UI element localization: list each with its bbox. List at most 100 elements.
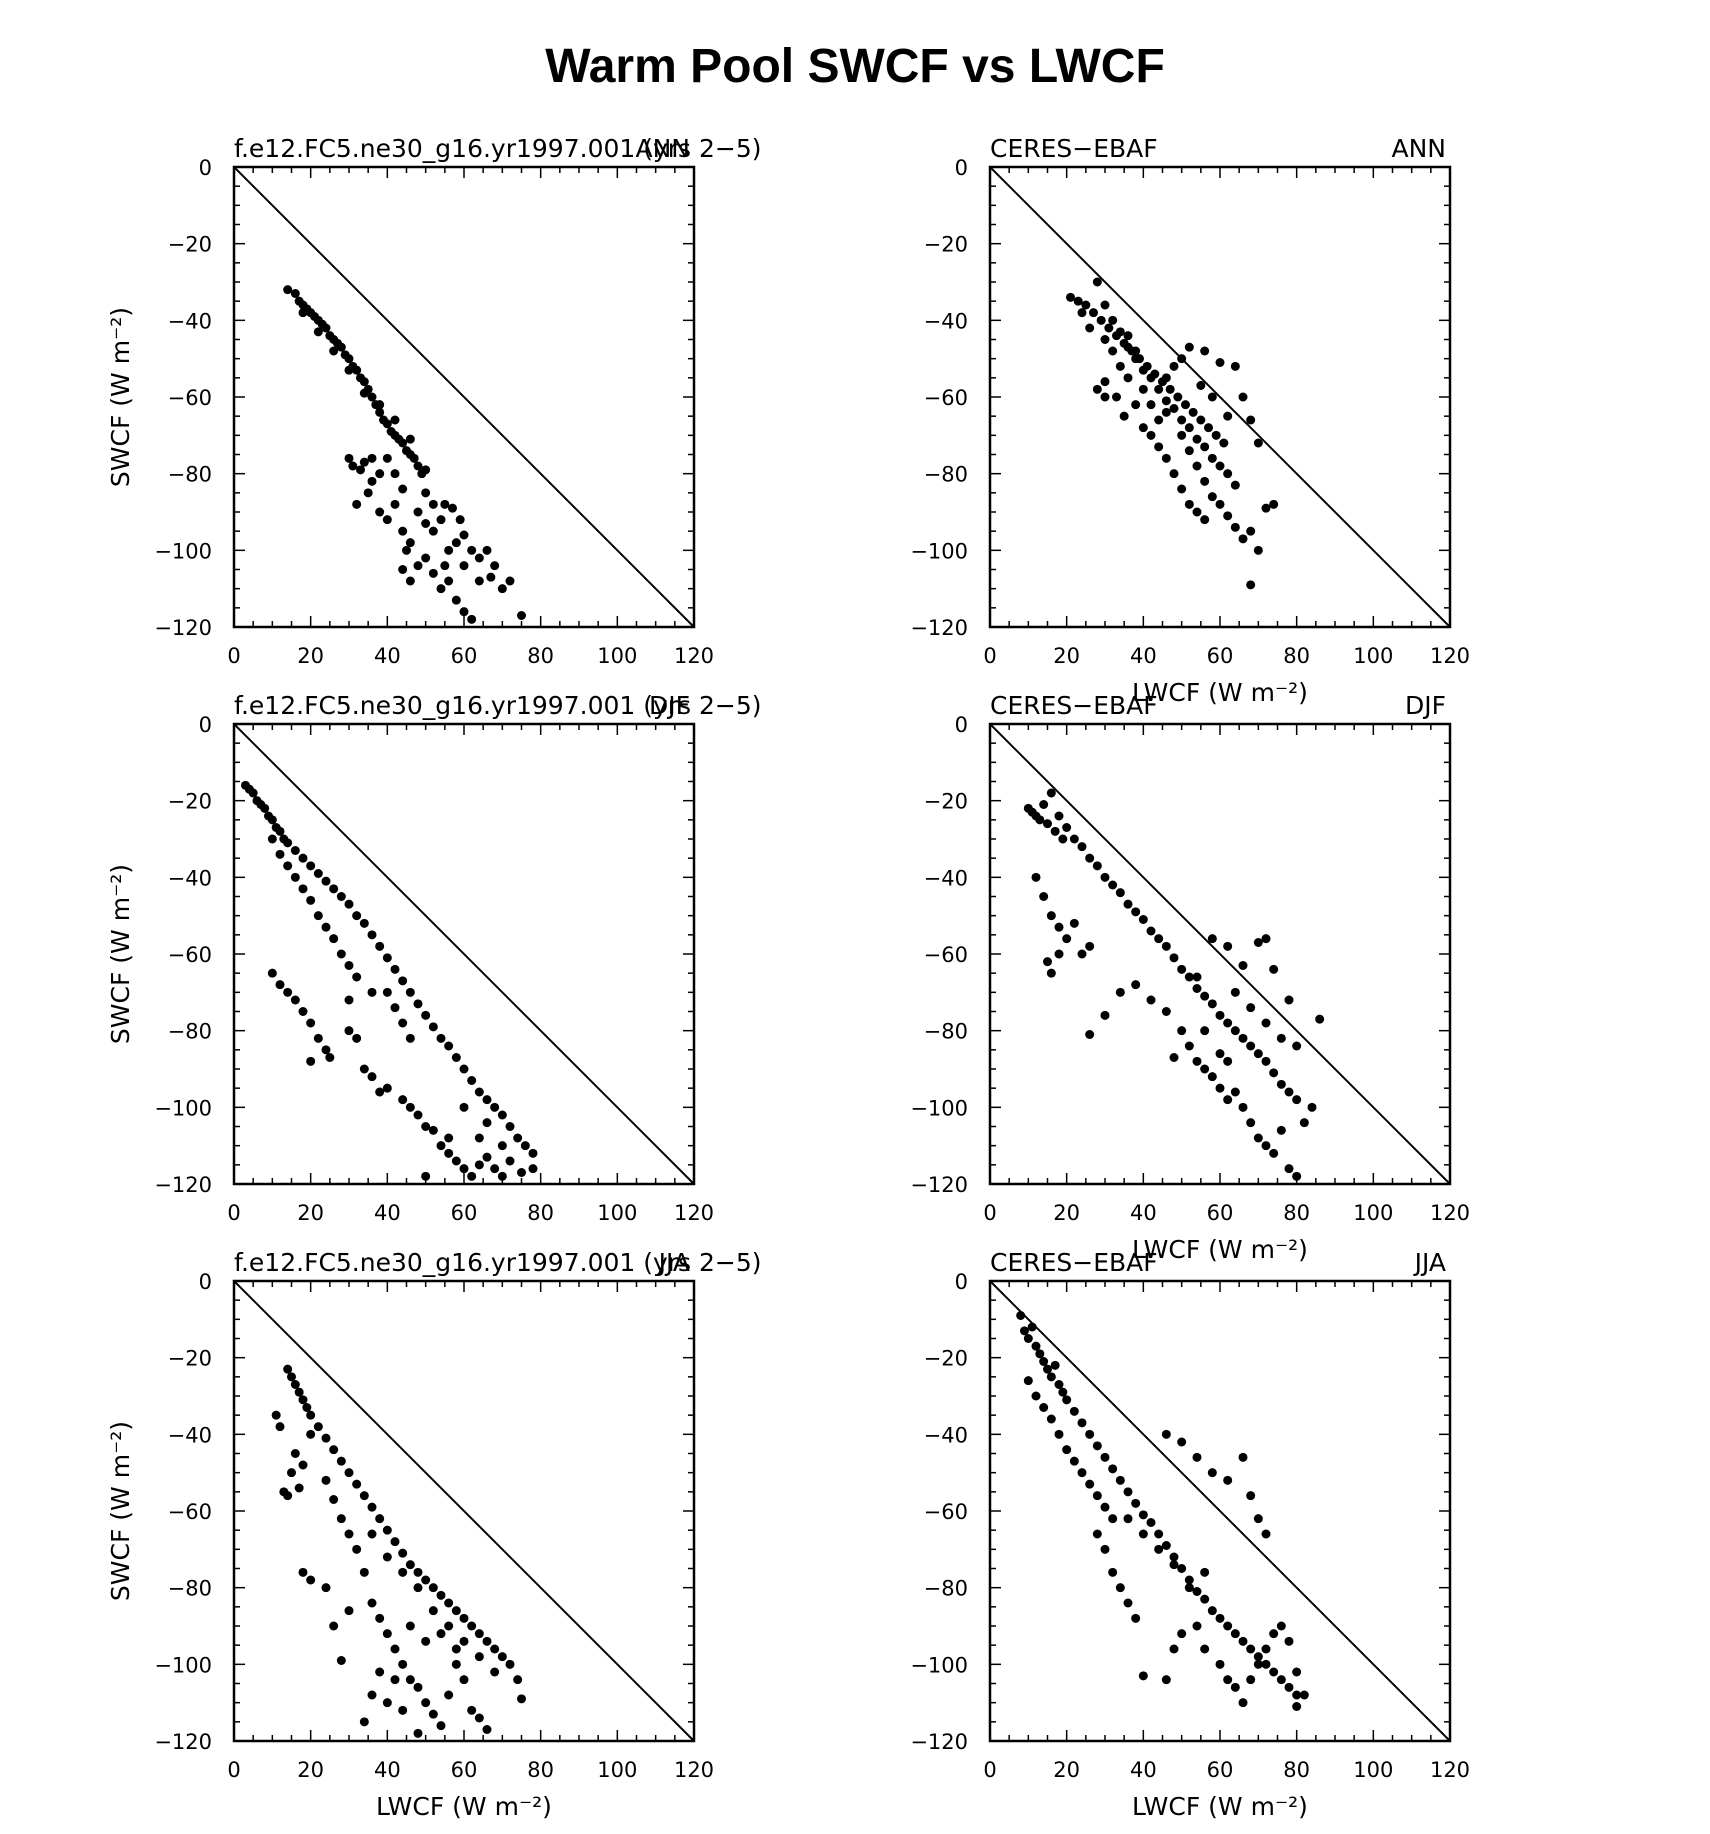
data-point <box>1112 392 1121 402</box>
data-point <box>1269 499 1279 509</box>
data-point <box>451 1606 461 1616</box>
data-point <box>1200 1644 1210 1654</box>
data-point <box>1299 1690 1309 1700</box>
data-point <box>517 1694 526 1704</box>
data-point <box>482 1725 492 1734</box>
data-point <box>1146 430 1156 440</box>
data-point <box>298 884 308 894</box>
x-tick-label: 60 <box>451 1201 478 1225</box>
data-point <box>474 553 484 563</box>
reference-line <box>989 723 1451 1185</box>
x-tick-label: 60 <box>1207 644 1234 668</box>
scatter-panel-1: 0 20 40 60 80 100 120 0 −20 −40 −60 −80 −100 −120 f.e1… <box>106 134 762 668</box>
data-point <box>513 1675 523 1685</box>
data-point <box>359 377 369 387</box>
panel-label-right: ANN <box>1391 134 1446 163</box>
data-point <box>283 1491 293 1501</box>
data-point <box>367 930 377 940</box>
data-point <box>405 434 415 444</box>
data-point <box>1292 1041 1302 1051</box>
y-tick-label: −80 <box>924 1020 968 1044</box>
data-point <box>1215 358 1225 367</box>
data-point <box>1215 1659 1225 1669</box>
data-point <box>1200 991 1210 1001</box>
data-point <box>382 1083 392 1093</box>
data-point <box>306 861 316 871</box>
data-point <box>1215 1083 1225 1093</box>
data-point <box>1246 1675 1256 1685</box>
data-point <box>290 846 300 855</box>
data-point <box>428 1709 438 1719</box>
data-point <box>405 538 415 548</box>
data-point <box>1077 1468 1087 1478</box>
x-tick-label: 100 <box>1353 1758 1393 1782</box>
y-axis-label: SWCF (W m⁻²) <box>106 864 135 1044</box>
data-point <box>1215 1010 1225 1020</box>
data-point <box>1184 1041 1194 1051</box>
data-point <box>1177 1437 1187 1447</box>
data-point <box>482 1636 492 1646</box>
data-point <box>1276 1033 1286 1043</box>
data-point <box>290 995 300 1005</box>
x-tick-label: 100 <box>597 644 637 668</box>
y-tick-label: −20 <box>168 790 212 814</box>
data-point <box>497 1171 507 1181</box>
data-point <box>375 1087 385 1097</box>
data-point <box>321 323 331 333</box>
data-point <box>1215 1049 1225 1059</box>
data-point <box>382 1552 392 1562</box>
data-point <box>1062 1395 1072 1405</box>
data-point <box>1123 899 1133 909</box>
data-point <box>459 607 469 617</box>
y-tick-label: −100 <box>154 1096 212 1120</box>
data-point <box>1177 964 1187 974</box>
data-point <box>486 572 496 582</box>
panel-label-right: DJF <box>1405 691 1446 720</box>
data-point <box>1246 526 1256 536</box>
data-point <box>1192 1587 1202 1596</box>
data-point <box>398 976 408 986</box>
data-point <box>1085 1429 1095 1439</box>
data-point <box>352 911 362 921</box>
data-point <box>528 1164 538 1174</box>
data-point <box>352 365 362 375</box>
data-point <box>298 308 308 318</box>
data-point <box>497 584 507 594</box>
data-point <box>382 1525 392 1535</box>
data-point <box>1261 1529 1271 1539</box>
data-point <box>367 1072 377 1082</box>
data-point <box>436 584 446 594</box>
panel-label-right: JJA <box>657 1248 690 1277</box>
data-point <box>428 1583 438 1593</box>
data-point <box>1223 1056 1233 1066</box>
reference-line <box>989 1280 1451 1742</box>
data-point <box>356 465 365 475</box>
data-point <box>1184 446 1194 456</box>
data-point <box>440 561 450 571</box>
data-point <box>467 1076 477 1085</box>
data-point <box>1161 396 1171 406</box>
data-point <box>1154 1544 1164 1554</box>
data-point <box>1253 1652 1263 1662</box>
data-point <box>497 1141 507 1151</box>
data-point <box>275 826 285 836</box>
data-point <box>359 1567 369 1577</box>
data-point <box>505 1122 515 1131</box>
data-point <box>336 342 346 352</box>
data-point <box>1131 1613 1141 1623</box>
data-point <box>1100 300 1110 310</box>
data-point <box>1246 580 1256 590</box>
x-tick-label: 80 <box>527 1758 554 1782</box>
data-point <box>428 1606 438 1616</box>
data-point <box>382 987 392 997</box>
data-point <box>287 1372 296 1382</box>
data-point <box>290 872 300 882</box>
data-point <box>505 1659 515 1669</box>
data-point <box>1092 861 1102 871</box>
panel-label-right: DJF <box>649 691 690 720</box>
data-point <box>321 1583 331 1593</box>
data-point <box>1146 995 1156 1005</box>
data-points <box>1016 1311 1309 1711</box>
data-point <box>1161 1007 1171 1016</box>
data-point <box>474 1160 484 1170</box>
